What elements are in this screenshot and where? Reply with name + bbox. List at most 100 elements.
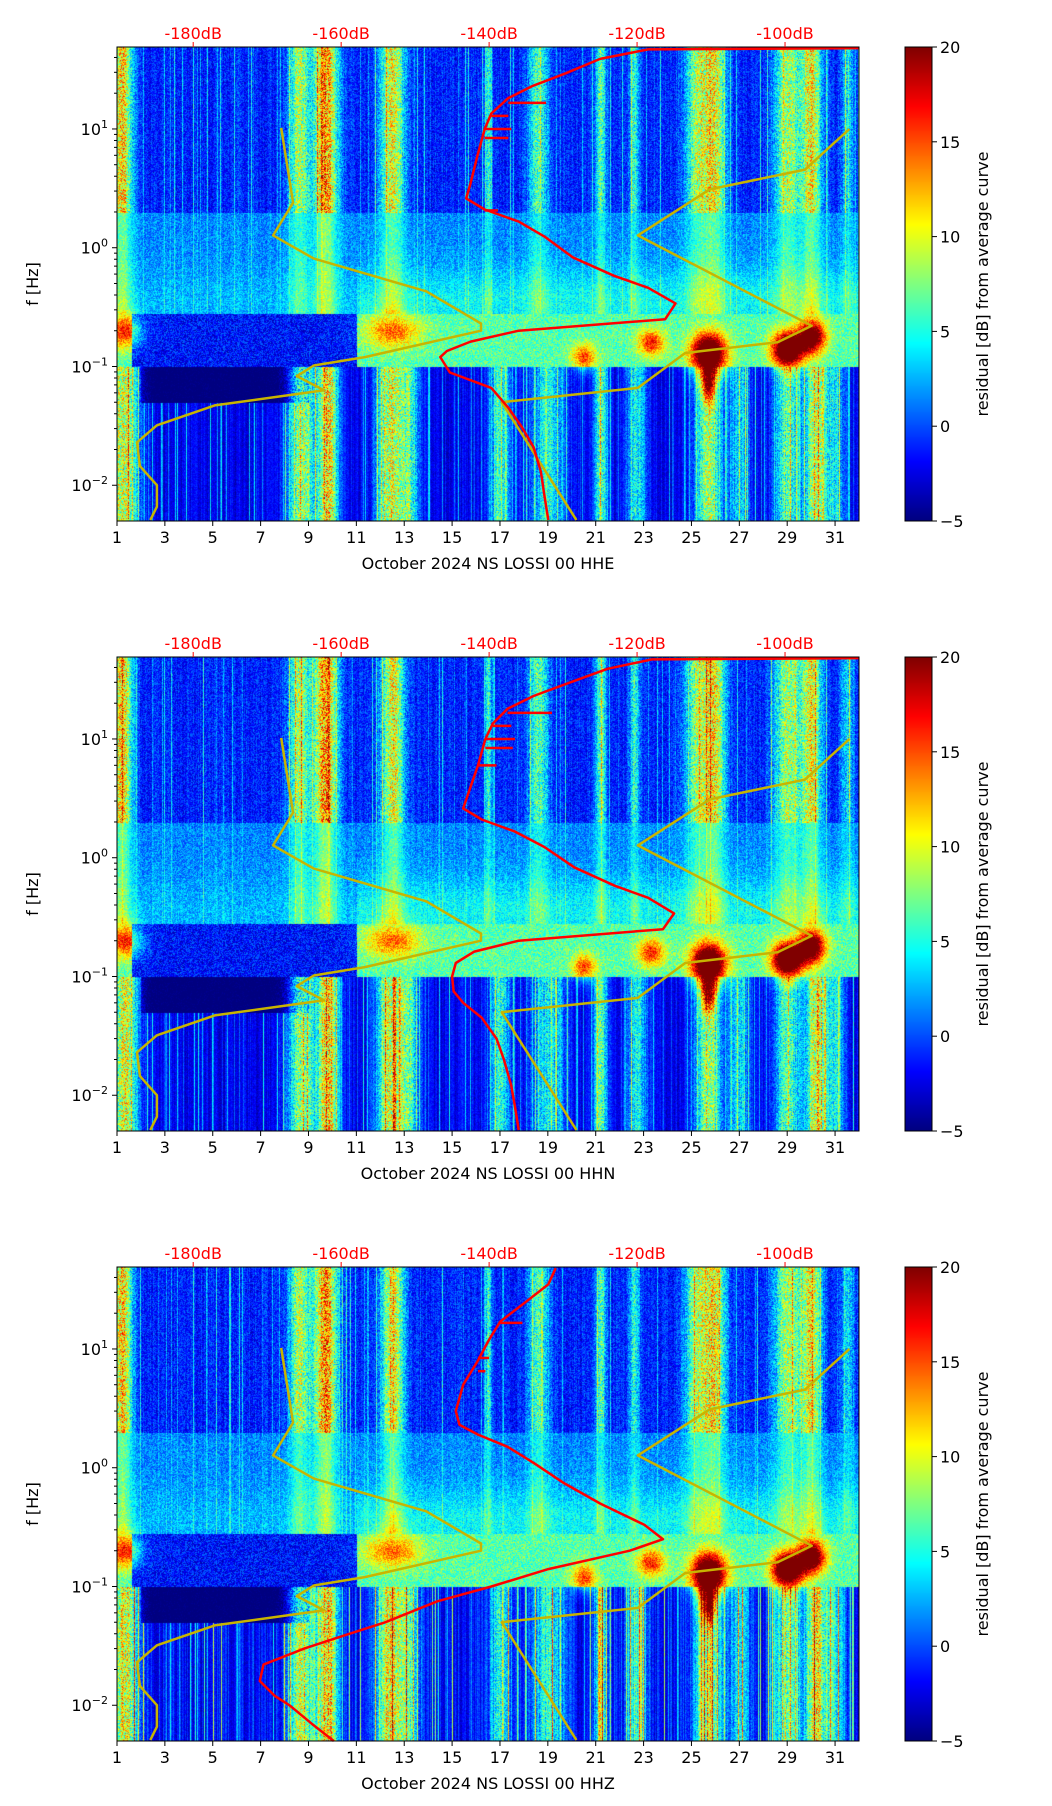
colorbar-label: residual [dB] from average curve (973, 762, 992, 1027)
x-tick-label: 25 (681, 1748, 701, 1767)
x-tick-label: 23 (633, 528, 653, 547)
x-tick-label: 1 (112, 1138, 122, 1157)
y-tick-base: 10 (71, 1696, 91, 1715)
colorbar-hhn (905, 657, 932, 1131)
x-tick-label: 13 (394, 1138, 414, 1157)
top-db-tick-label: -140dB (460, 1244, 517, 1263)
colorbar-tick-label: 10 (940, 1448, 960, 1467)
colorbar-hhz (905, 1267, 932, 1741)
x-tick-label: 31 (825, 528, 845, 547)
nhnm-curve (500, 128, 851, 521)
colorbar-tick-label: 15 (940, 743, 960, 762)
y-tick-exponent: −2 (92, 474, 108, 487)
y-tick-base: 10 (81, 849, 101, 868)
x-tick-label: 19 (538, 1748, 558, 1767)
colorbar-tick-label: 15 (940, 133, 960, 152)
x-tick-label: 9 (303, 528, 313, 547)
y-tick-exponent: −1 (92, 965, 108, 978)
x-tick-label: 31 (825, 1138, 845, 1157)
top-db-tick-label: -140dB (460, 634, 517, 653)
y-tick-base: 10 (81, 1340, 101, 1359)
y-tick-exponent: −2 (92, 1084, 108, 1097)
x-tick-label: 17 (490, 1748, 510, 1767)
average-psd-curve (258, 1267, 665, 1742)
x-tick-label: 31 (825, 1748, 845, 1767)
x-tick-label: 27 (729, 1138, 749, 1157)
top-db-tick-label: -120dB (608, 24, 665, 43)
x-tick-label: 3 (160, 528, 170, 547)
y-tick-exponent: −2 (92, 1694, 108, 1707)
colorbar-tick-label: −5 (940, 1732, 964, 1751)
colorbar-label: residual [dB] from average curve (973, 152, 992, 417)
plot-frame (116, 1266, 860, 1742)
y-tick-label: 101 (81, 118, 108, 139)
colorbar-tick-label: 0 (940, 1637, 950, 1656)
y-tick-label: 100 (81, 1457, 108, 1478)
x-tick-label: 21 (586, 1748, 606, 1767)
top-db-tick-label: -120dB (608, 634, 665, 653)
y-tick-base: 10 (71, 357, 91, 376)
y-axis-label: f [Hz] (23, 872, 42, 916)
top-db-tick-label: -100dB (756, 1244, 813, 1263)
spectrogram-hhz (117, 1267, 859, 1741)
top-db-tick-label: -180dB (164, 24, 221, 43)
y-tick-label: 100 (81, 237, 108, 258)
x-axis-label: October 2024 NS LOSSI 00 HHE (362, 554, 615, 573)
x-tick-label: 17 (490, 528, 510, 547)
x-tick-label: 5 (208, 1138, 218, 1157)
top-db-tick-label: -160dB (312, 1244, 369, 1263)
top-db-tick-label: -160dB (312, 634, 369, 653)
y-tick-label: 101 (81, 728, 108, 749)
x-tick-label: 25 (681, 1138, 701, 1157)
x-tick-label: 5 (208, 528, 218, 547)
y-tick-exponent: −1 (92, 1575, 108, 1588)
x-tick-label: 21 (586, 528, 606, 547)
colorbar-frame (904, 1266, 933, 1742)
average-psd-curve (450, 656, 860, 1131)
colorbar-tick-label: 10 (940, 228, 960, 247)
x-tick-label: 13 (394, 528, 414, 547)
y-axis-label: f [Hz] (23, 1482, 42, 1526)
y-tick-base: 10 (81, 120, 101, 139)
x-tick-label: 11 (346, 528, 366, 547)
y-tick-exponent: 1 (101, 118, 108, 131)
nlnm-curve (135, 737, 483, 1131)
y-tick-exponent: 0 (101, 847, 108, 860)
y-tick-base: 10 (81, 1459, 101, 1478)
x-tick-label: 19 (538, 528, 558, 547)
y-tick-label: 10−1 (71, 965, 108, 986)
y-tick-exponent: 1 (101, 728, 108, 741)
colorbar-tick-label: 20 (940, 648, 960, 667)
x-tick-label: 29 (777, 1138, 797, 1157)
x-tick-label: 29 (777, 528, 797, 547)
colorbar-tick-label: 20 (940, 38, 960, 57)
x-tick-label: 23 (633, 1748, 653, 1767)
y-tick-base: 10 (81, 730, 101, 749)
colorbar-tick-label: 15 (940, 1353, 960, 1372)
x-tick-label: 7 (256, 1748, 266, 1767)
x-tick-label: 3 (160, 1138, 170, 1157)
colorbar-tick-label: 5 (940, 322, 950, 341)
x-tick-label: 9 (303, 1138, 313, 1157)
x-tick-label: 21 (586, 1138, 606, 1157)
x-tick-label: 9 (303, 1748, 313, 1767)
colorbar-frame (904, 46, 933, 522)
x-tick-label: 11 (346, 1138, 366, 1157)
x-tick-label: 1 (112, 1748, 122, 1767)
y-tick-label: 10−1 (71, 355, 108, 376)
x-axis-label: October 2024 NS LOSSI 00 HHN (361, 1164, 616, 1183)
y-tick-exponent: 1 (101, 1338, 108, 1351)
x-tick-label: 19 (538, 1138, 558, 1157)
plot-frame (116, 656, 860, 1132)
y-tick-base: 10 (81, 239, 101, 258)
x-tick-label: 3 (160, 1748, 170, 1767)
x-tick-label: 11 (346, 1748, 366, 1767)
x-tick-label: 17 (490, 1138, 510, 1157)
colorbar-hhe (905, 47, 932, 521)
top-db-tick-label: -180dB (164, 634, 221, 653)
y-tick-exponent: 0 (101, 237, 108, 250)
x-tick-label: 15 (442, 1748, 462, 1767)
x-tick-label: 25 (681, 528, 701, 547)
nhnm-curve (500, 1348, 851, 1741)
